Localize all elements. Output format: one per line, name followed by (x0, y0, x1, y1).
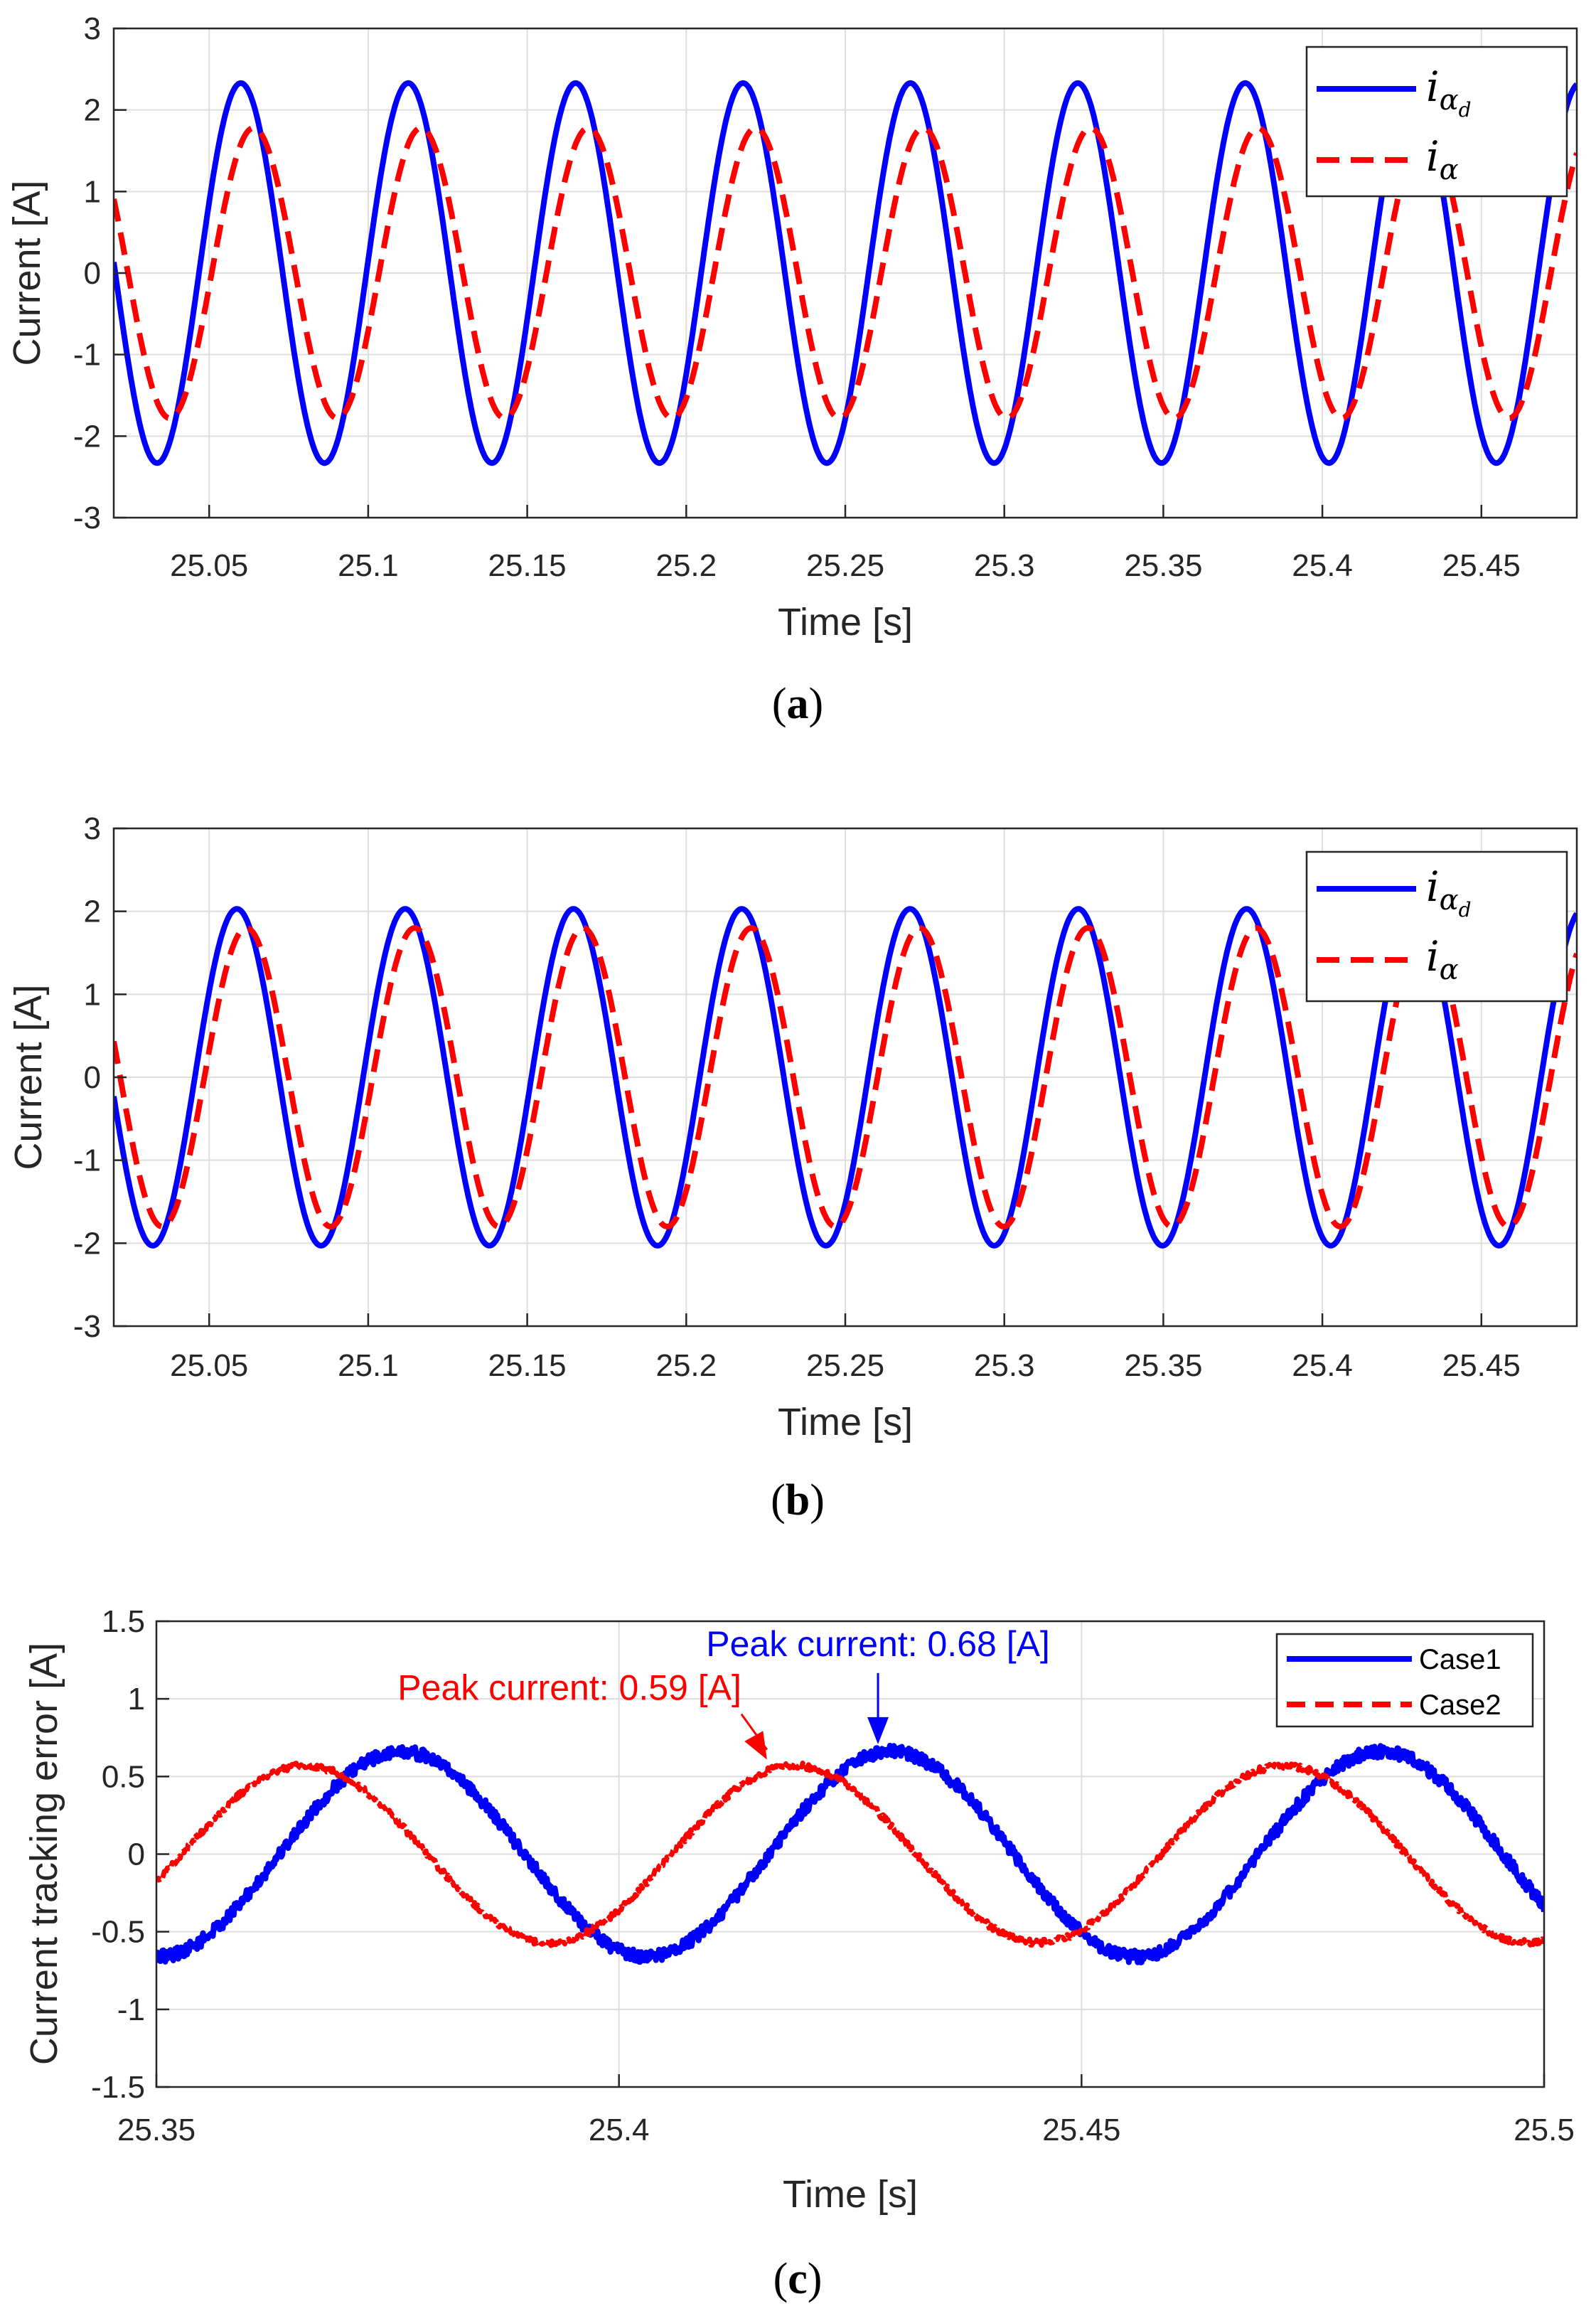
panel-c-ytick-label: 0.5 (102, 1759, 145, 1794)
panel-b-series (114, 906, 1577, 1249)
panel-b-legend-box (1305, 850, 1568, 1003)
panel-c-xtick-label: 25.4 (589, 2113, 650, 2147)
panel-c-series-case2-line (156, 1760, 1544, 1948)
panel-b-caption: (b) (771, 1476, 825, 1525)
panel-c-legend: Case1 Case2 (1275, 1633, 1534, 1728)
panel-c-legend-label-2: Case2 (1419, 1690, 1501, 1721)
panel-a-ylabel: Current [A] (6, 180, 48, 365)
panel-c-xtick-label: 25.5 (1514, 2113, 1575, 2147)
panel-b-xtick-label: 25.35 (1124, 1348, 1202, 1383)
panel-c: 25.35 25.4 25.45 25.5 -1.5 -1 -0.5 0 0.5 1 1.5 Ti… (23, 1604, 1575, 2303)
panel-a-legend-label-1: iαd (1426, 63, 1472, 122)
panel-a-ytick-label: -2 (73, 419, 101, 454)
panel-c-y-ticks: -1.5 -1 -0.5 0 0.5 1 1.5 (91, 1604, 169, 2105)
panel-c-xlabel: Time [s] (783, 2173, 918, 2216)
panel-b-xtick-label: 25.05 (170, 1348, 248, 1383)
panel-c-xtick-label: 25.45 (1042, 2113, 1120, 2147)
panel-b-ytick-label: 2 (84, 895, 101, 929)
panel-c-ytick-label: -1.5 (91, 2070, 145, 2105)
panel-b-legend-label-1: iαd (1426, 863, 1472, 922)
panel-c-xtick-label: 25.35 (117, 2113, 196, 2147)
panel-a-legend-box (1305, 46, 1568, 198)
panel-a-ytick-label: 2 (84, 93, 101, 128)
panel-b-xtick-label: 25.4 (1292, 1348, 1353, 1383)
panel-b-xtick-label: 25.25 (806, 1348, 884, 1383)
panel-c-ytick-label: 1 (128, 1682, 145, 1717)
panel-b-xtick-label: 25.15 (488, 1348, 567, 1383)
panel-a-xtick-label: 25.35 (1124, 548, 1202, 583)
panel-b-ytick-label: -1 (73, 1143, 101, 1178)
panel-c-caption: (c) (773, 2255, 823, 2303)
panel-c-annotation-label: Peak current: 0.68 [A] (706, 1624, 1050, 1664)
panel-c-ylabel: Current tracking error [A] (23, 1643, 65, 2065)
panel-c-ytick-label: 1.5 (102, 1604, 145, 1639)
panel-b-legend-label-2: iα (1426, 932, 1459, 986)
panel-c-annotation-label: Peak current: 0.59 [A] (397, 1668, 741, 1708)
panel-a-xtick-label: 25.45 (1442, 548, 1521, 583)
panel-a-xtick-label: 25.3 (974, 548, 1035, 583)
panel-b-x-ticks: 25.05 25.1 25.15 25.2 25.25 25.3 25.35 25.4 25.4… (170, 1313, 1521, 1383)
panel-a-ytick-label: -1 (73, 338, 101, 373)
panel-a-xtick-label: 25.25 (806, 548, 884, 583)
panel-a-x-ticks: 25.05 25.1 25.15 25.2 25.25 25.3 25.35 25.4 25.4… (170, 505, 1521, 583)
panel-b-series-i-d-line (114, 906, 1577, 1249)
panel-b-ytick-label: -2 (73, 1226, 101, 1261)
panel-a-ytick-label: 0 (84, 256, 101, 291)
panel-a-xtick-label: 25.1 (338, 548, 399, 583)
panel-a-ytick-label: 1 (84, 174, 101, 209)
panel-a-xtick-label: 25.05 (170, 548, 248, 583)
panel-c-annotations: Peak current: 0.68 [A]Peak current: 0.59… (397, 1624, 1050, 1760)
panel-c-x-ticks: 25.35 25.4 25.45 25.5 (117, 2074, 1575, 2147)
panel-a-xtick-label: 25.2 (655, 548, 717, 583)
panel-a-series-i--line (114, 124, 1577, 422)
panel-b-y-ticks: -3 -2 -1 0 1 2 3 (73, 811, 127, 1344)
panel-b-xtick-label: 25.2 (655, 1348, 717, 1383)
panel-a-series-i-d-line (114, 80, 1577, 466)
panel-c-annotation-arrow-head (867, 1717, 889, 1744)
panel-b-ytick-label: -3 (73, 1309, 101, 1344)
panel-b-xtick-label: 25.45 (1442, 1348, 1521, 1383)
panel-b-ytick-label: 0 (84, 1060, 101, 1095)
panel-a-legend: iαd iα (1305, 46, 1568, 198)
panel-b-ytick-label: 3 (84, 811, 101, 846)
panel-c-series (156, 1742, 1544, 1965)
panel-a-caption: (a) (772, 680, 823, 728)
panel-a-legend-label-2: iα (1426, 132, 1459, 186)
panel-b-xtick-label: 25.1 (338, 1348, 399, 1383)
panel-a-xtick-label: 25.4 (1292, 548, 1353, 583)
panel-b-legend: iαd iα (1305, 850, 1568, 1003)
panel-a-ytick-label: 3 (84, 11, 101, 46)
panel-c-ytick-label: -1 (117, 1992, 145, 2027)
panel-a-y-ticks: -3 -2 -1 0 1 2 3 (73, 11, 127, 535)
panel-b-xlabel: Time [s] (778, 1401, 913, 1443)
panel-b: 25.05 25.1 25.15 25.2 25.25 25.3 25.35 25.4 25.4… (7, 811, 1578, 1525)
panel-b-xtick-label: 25.3 (974, 1348, 1035, 1383)
panel-c-ytick-label: -0.5 (91, 1915, 145, 1950)
panel-b-ylabel: Current [A] (7, 984, 50, 1170)
panel-c-legend-label-1: Case1 (1419, 1644, 1501, 1675)
panel-a-xlabel: Time [s] (778, 601, 913, 644)
panel-b-ytick-label: 1 (84, 977, 101, 1012)
panel-c-series-case1-line (156, 1742, 1544, 1965)
panel-c-annotation-arrow-head (744, 1731, 767, 1760)
panel-c-legend-box (1275, 1633, 1534, 1728)
panel-a-ytick-label: -3 (73, 501, 101, 535)
panel-c-ytick-label: 0 (128, 1837, 145, 1872)
panel-b-series-i--line (114, 925, 1577, 1229)
panel-a: 25.05 25.1 25.15 25.2 25.25 25.3 25.35 25.4 25.4… (6, 11, 1578, 728)
panel-a-series (114, 80, 1577, 466)
panel-a-xtick-label: 25.15 (488, 548, 567, 583)
